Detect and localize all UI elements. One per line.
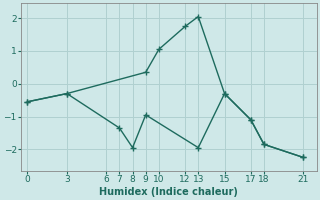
X-axis label: Humidex (Indice chaleur): Humidex (Indice chaleur) xyxy=(99,187,238,197)
